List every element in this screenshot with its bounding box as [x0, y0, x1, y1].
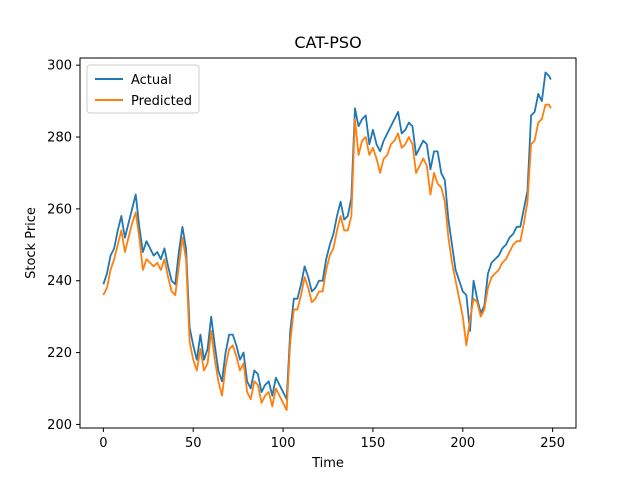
legend-label-actual: Actual: [131, 73, 172, 88]
x-tick-label: 150: [361, 436, 386, 451]
plot-frame: [79, 57, 577, 429]
y-tick-label: 220: [47, 346, 72, 361]
x-tick-label: 50: [185, 436, 202, 451]
y-tick-label: 280: [47, 131, 72, 146]
legend-label-predicted: Predicted: [131, 94, 192, 109]
y-tick-label: 200: [47, 418, 72, 433]
series-line-actual: [102, 71, 552, 401]
y-axis-label: Stock Price: [24, 207, 39, 279]
series-line-predicted: [102, 103, 552, 411]
x-tick-label: 250: [540, 436, 565, 451]
series-layer: [102, 71, 552, 411]
y-axis: 200 220 240 260 280 300: [47, 59, 80, 433]
x-tick-label: 100: [271, 436, 296, 451]
x-tick-label: 0: [99, 436, 107, 451]
x-axis: 0 50 100 150 200 250: [99, 428, 565, 451]
x-axis-label: Time: [311, 456, 344, 471]
chart-title: CAT-PSO: [294, 33, 361, 52]
y-tick-label: 260: [47, 202, 72, 217]
y-tick-label: 300: [47, 59, 72, 74]
y-tick-label: 240: [47, 274, 72, 289]
legend: Actual Predicted: [86, 64, 200, 114]
x-tick-label: 200: [450, 436, 475, 451]
